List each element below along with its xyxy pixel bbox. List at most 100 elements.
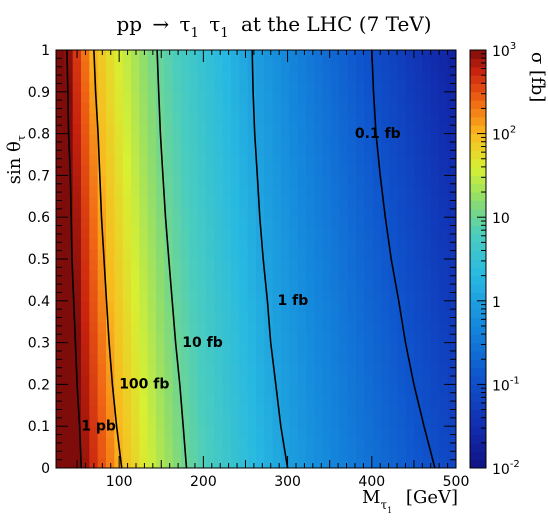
heatmap-cell bbox=[89, 206, 99, 218]
heatmap-cell bbox=[322, 60, 332, 72]
heatmap-cell bbox=[89, 269, 99, 281]
heatmap-cell bbox=[214, 164, 224, 176]
heatmap-cell bbox=[406, 217, 415, 229]
heatmap-cell bbox=[189, 300, 199, 312]
heatmap-cell bbox=[72, 206, 82, 218]
heatmap-cell bbox=[231, 415, 240, 427]
heatmap-cell bbox=[281, 384, 290, 396]
heatmap-cell bbox=[381, 405, 390, 417]
heatmap-cell bbox=[389, 332, 399, 344]
heatmap-cell bbox=[214, 373, 224, 385]
heatmap-cell bbox=[64, 405, 74, 417]
heatmap-cell bbox=[356, 185, 365, 197]
heatmap-cell bbox=[339, 196, 349, 208]
heatmap-cell bbox=[389, 394, 399, 406]
heatmap-cell bbox=[64, 321, 74, 333]
heatmap-cell bbox=[389, 70, 399, 82]
heatmap-cell bbox=[239, 321, 249, 333]
heatmap-cell bbox=[306, 154, 315, 166]
heatmap-cell bbox=[106, 426, 115, 438]
heatmap-cell bbox=[231, 227, 240, 239]
heatmap-cell bbox=[314, 175, 324, 187]
heatmap-cell bbox=[264, 112, 274, 124]
heatmap-cell bbox=[122, 144, 132, 156]
heatmap-cell bbox=[389, 248, 399, 260]
heatmap-cell bbox=[422, 154, 432, 166]
heatmap-cell bbox=[122, 238, 132, 250]
heatmap-cell bbox=[372, 91, 382, 103]
heatmap-cell bbox=[281, 164, 290, 176]
heatmap-cell bbox=[106, 217, 115, 229]
heatmap-cell bbox=[264, 164, 274, 176]
contour-line bbox=[251, 50, 289, 468]
heatmap-cell bbox=[331, 133, 340, 145]
heatmap-cell bbox=[89, 248, 99, 260]
heatmap-cell bbox=[289, 353, 299, 365]
heatmap-cell bbox=[289, 332, 299, 344]
heatmap-cell bbox=[431, 384, 440, 396]
heatmap-cell bbox=[339, 248, 349, 260]
heatmap-cell bbox=[381, 144, 390, 156]
heatmap-cell bbox=[72, 426, 82, 438]
heatmap-cell bbox=[164, 60, 174, 72]
heatmap-cell bbox=[347, 164, 357, 176]
heatmap-cell bbox=[197, 436, 207, 448]
heatmap-cell bbox=[97, 175, 107, 187]
heatmap-cell bbox=[347, 133, 357, 145]
heatmap-cell bbox=[364, 238, 374, 250]
heatmap-cell bbox=[206, 332, 215, 344]
heatmap-cell bbox=[356, 196, 365, 208]
x-tick-label: 200 bbox=[190, 474, 217, 490]
heatmap-cell bbox=[72, 238, 82, 250]
heatmap-cell bbox=[122, 248, 132, 260]
heatmap-cell bbox=[264, 405, 274, 417]
heatmap-cell bbox=[306, 91, 315, 103]
heatmap-cell bbox=[447, 102, 456, 114]
heatmap-cell bbox=[314, 311, 324, 323]
heatmap-cell bbox=[139, 70, 149, 82]
heatmap-cell bbox=[222, 164, 232, 176]
heatmap-cell bbox=[89, 196, 99, 208]
heatmap-cell bbox=[81, 238, 90, 250]
heatmap-cell bbox=[322, 91, 332, 103]
heatmap-cell bbox=[331, 123, 340, 135]
heatmap-cell bbox=[239, 415, 249, 427]
heatmap-cell bbox=[406, 60, 415, 72]
heatmap-cell bbox=[139, 133, 149, 145]
heatmap-cell bbox=[247, 373, 257, 385]
heatmap-cell bbox=[314, 373, 324, 385]
heatmap-cell bbox=[97, 196, 107, 208]
heatmap-cell bbox=[397, 164, 407, 176]
heatmap-cell bbox=[106, 133, 115, 145]
heatmap-cell bbox=[56, 175, 65, 187]
heatmap-cell bbox=[197, 321, 207, 333]
heatmap-cell bbox=[56, 50, 65, 62]
heatmap-cell bbox=[356, 363, 365, 375]
heatmap-cell bbox=[89, 457, 99, 468]
heatmap-cell bbox=[239, 384, 249, 396]
heatmap-cell bbox=[306, 123, 315, 135]
heatmap-cell bbox=[131, 133, 140, 145]
heatmap-cell bbox=[64, 248, 74, 260]
heatmap-cell bbox=[397, 185, 407, 197]
heatmap-cell bbox=[214, 50, 224, 62]
heatmap-cell bbox=[281, 217, 290, 229]
heatmap-cell bbox=[122, 279, 132, 291]
heatmap-cell bbox=[314, 123, 324, 135]
heatmap-cell bbox=[214, 332, 224, 344]
heatmap-cell bbox=[156, 144, 165, 156]
colorbar-swatch bbox=[470, 200, 486, 210]
heatmap-cell bbox=[322, 373, 332, 385]
heatmap-cell bbox=[164, 91, 174, 103]
heatmap-cell bbox=[214, 405, 224, 417]
heatmap-cell bbox=[347, 50, 357, 62]
heatmap-cell bbox=[156, 91, 165, 103]
heatmap-cell bbox=[272, 154, 282, 166]
heatmap-cell bbox=[322, 363, 332, 375]
heatmap-cell bbox=[256, 384, 265, 396]
heatmap-cell bbox=[314, 269, 324, 281]
colorbar-swatch bbox=[470, 58, 486, 68]
heatmap-cell bbox=[289, 60, 299, 72]
heatmap-cell bbox=[389, 290, 399, 302]
heatmap-cell bbox=[422, 60, 432, 72]
